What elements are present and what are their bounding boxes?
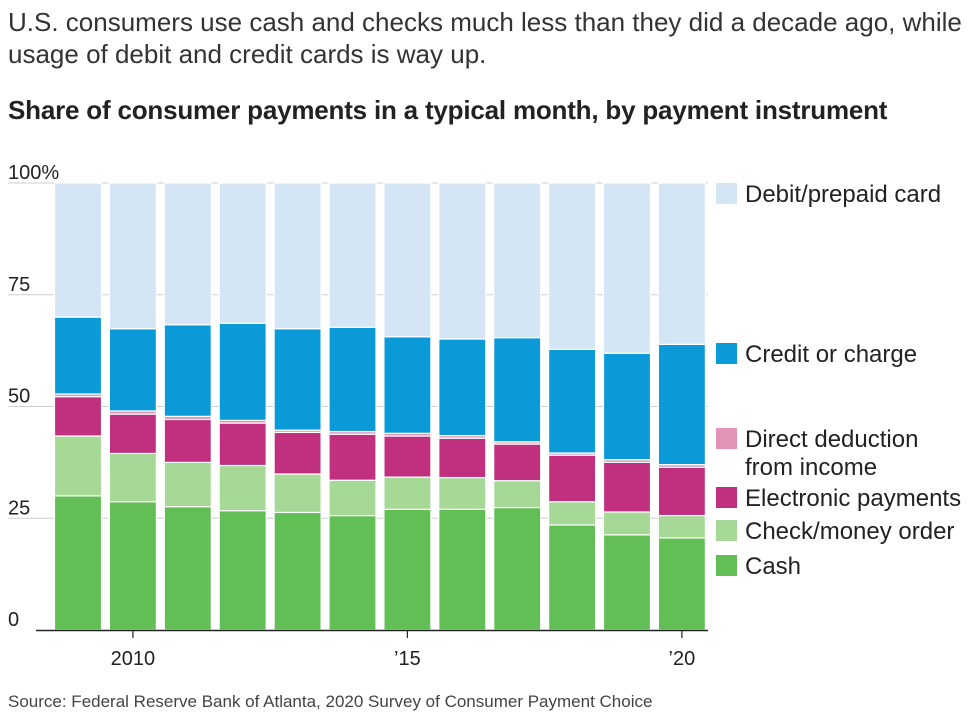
bar-segment bbox=[657, 182, 707, 345]
legend-label: Direct deduction from income bbox=[745, 426, 918, 481]
bar-segment bbox=[108, 328, 158, 412]
legend-swatch bbox=[716, 487, 737, 508]
bar-segment bbox=[383, 182, 432, 338]
bar-segment bbox=[657, 537, 707, 631]
bar-segment bbox=[602, 352, 652, 461]
bar-segment bbox=[328, 514, 377, 631]
bar-segment bbox=[383, 336, 432, 434]
bar-segment bbox=[273, 182, 322, 330]
bar-segment bbox=[493, 480, 542, 509]
bar-segment bbox=[108, 501, 158, 631]
bar-segment bbox=[657, 343, 707, 466]
bar-segment bbox=[163, 461, 212, 508]
bar-segment bbox=[547, 524, 597, 631]
bar-segment bbox=[547, 454, 597, 503]
bar-segment bbox=[328, 326, 377, 433]
bar-segment bbox=[218, 182, 267, 324]
bar-segment bbox=[328, 182, 377, 328]
bar-segment bbox=[602, 511, 652, 536]
bar-segment bbox=[493, 443, 542, 482]
y-tick-label: 25 bbox=[8, 497, 30, 519]
bar-segment bbox=[218, 464, 267, 512]
bar-segment bbox=[273, 431, 322, 475]
bar-segment bbox=[493, 337, 542, 443]
bar-segment bbox=[547, 182, 597, 350]
bar-segment bbox=[53, 396, 103, 437]
legend-swatch bbox=[716, 555, 737, 576]
x-tick-label: 2010 bbox=[111, 648, 156, 670]
bar-segment bbox=[218, 422, 267, 467]
y-tick-label: 100% bbox=[8, 162, 59, 184]
bar-segment bbox=[163, 324, 212, 417]
bar-segment bbox=[273, 328, 322, 431]
bar-segment bbox=[657, 466, 707, 517]
legend-label: Credit or charge bbox=[745, 341, 917, 368]
bar-segment bbox=[218, 510, 267, 631]
legend-label: Check/money order bbox=[745, 518, 954, 545]
bar-segment bbox=[218, 322, 267, 421]
legend-swatch bbox=[716, 343, 737, 364]
chart-title: Share of consumer payments in a typical … bbox=[8, 95, 888, 125]
bar-segment bbox=[53, 182, 103, 318]
legend-swatch bbox=[716, 520, 737, 541]
legend-swatch bbox=[716, 183, 737, 204]
x-tick-label: ’20 bbox=[669, 648, 696, 670]
y-tick-label: 50 bbox=[8, 386, 30, 408]
legend-label: Debit/prepaid card bbox=[745, 181, 941, 208]
bar-segment bbox=[602, 182, 652, 354]
legend-label: Cash bbox=[745, 553, 801, 580]
legend-label: Electronic payments bbox=[745, 485, 961, 512]
bar-segment bbox=[547, 348, 597, 454]
bar-segment bbox=[383, 476, 432, 510]
bar-segment bbox=[163, 418, 212, 463]
bar-segment bbox=[273, 511, 322, 631]
bar-segment bbox=[438, 182, 487, 340]
legend-swatch bbox=[716, 428, 737, 449]
bar-segment bbox=[383, 435, 432, 478]
bar-segment bbox=[602, 534, 652, 631]
bar-segment bbox=[602, 461, 652, 513]
bar-segment bbox=[108, 182, 158, 330]
bar-segment bbox=[657, 514, 707, 539]
bar-segment bbox=[383, 508, 432, 631]
bar-segment bbox=[108, 413, 158, 455]
bar-segment bbox=[438, 437, 487, 479]
bar-segment bbox=[53, 495, 103, 631]
chart-subtitle: U.S. consumers use cash and checks much … bbox=[8, 7, 962, 69]
bar-segment bbox=[547, 501, 597, 526]
y-tick-label: 75 bbox=[8, 274, 30, 296]
bar-segment bbox=[493, 182, 542, 339]
bar-segment bbox=[273, 473, 322, 514]
bar-segment bbox=[163, 506, 212, 631]
y-tick-label: 0 bbox=[8, 609, 19, 631]
bar-segment bbox=[493, 506, 542, 631]
bar-segment bbox=[53, 316, 103, 395]
bar-segment bbox=[108, 452, 158, 503]
bar-segment bbox=[53, 435, 103, 497]
bar-segment bbox=[438, 476, 487, 510]
x-tick-label: ’15 bbox=[394, 648, 421, 670]
bar-segment bbox=[438, 508, 487, 631]
bar-segment bbox=[328, 433, 377, 481]
bar-segment bbox=[438, 338, 487, 437]
source-note: Source: Federal Reserve Bank of Atlanta,… bbox=[8, 692, 653, 711]
bar-segment bbox=[163, 182, 212, 326]
bar-segment bbox=[328, 479, 377, 517]
